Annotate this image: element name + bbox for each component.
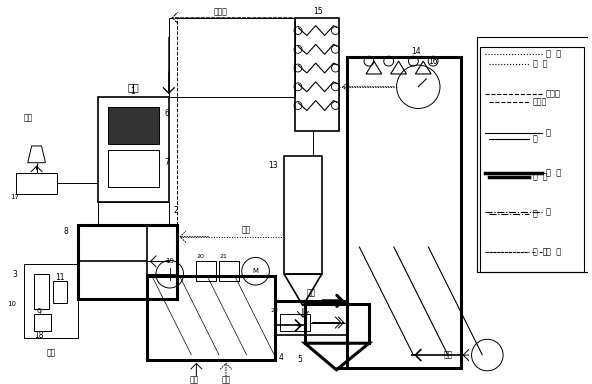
Bar: [108, 150, 159, 187]
Bar: [219, 262, 239, 281]
Text: 13: 13: [269, 161, 278, 170]
Text: 20: 20: [197, 254, 204, 259]
Text: 蒸馏气: 蒸馏气: [545, 89, 561, 98]
Text: 蒸  汽: 蒸 汽: [533, 60, 547, 69]
Text: 7: 7: [165, 158, 170, 167]
Bar: [16, 172, 57, 194]
Bar: [53, 281, 67, 303]
Text: 烟  气: 烟 气: [533, 247, 547, 256]
Polygon shape: [284, 274, 321, 306]
Text: 蒸馏气: 蒸馏气: [533, 97, 547, 106]
Bar: [98, 97, 169, 202]
Text: 灰: 灰: [545, 207, 551, 217]
Text: 中  压: 中 压: [533, 172, 547, 181]
Text: 氧气: 氧气: [190, 375, 199, 384]
Text: 1: 1: [130, 87, 134, 96]
Text: M: M: [253, 268, 259, 274]
Text: 11: 11: [56, 273, 65, 281]
Text: 蒸馏气: 蒸馏气: [214, 7, 228, 17]
Bar: [197, 262, 216, 281]
Bar: [34, 314, 52, 331]
Text: 中压: 中压: [306, 288, 316, 298]
Bar: [478, 38, 588, 272]
Text: 5: 5: [297, 356, 302, 364]
Text: 蒸汽: 蒸汽: [221, 375, 231, 384]
Bar: [481, 47, 584, 272]
Text: 煤: 煤: [545, 129, 551, 137]
Text: 6: 6: [165, 109, 170, 118]
Text: 蒸  汽: 蒸 汽: [545, 50, 561, 59]
Bar: [295, 18, 339, 131]
Text: 平底: 平底: [47, 349, 56, 358]
Text: 16: 16: [428, 57, 438, 66]
Text: 煤: 煤: [533, 134, 538, 144]
Bar: [284, 156, 321, 274]
Polygon shape: [305, 343, 369, 370]
Bar: [108, 106, 159, 144]
Bar: [78, 225, 176, 299]
Text: 2: 2: [173, 205, 178, 215]
Text: 19: 19: [165, 258, 174, 264]
Text: 灰: 灰: [533, 210, 538, 218]
Text: 4: 4: [278, 353, 283, 361]
Polygon shape: [28, 146, 46, 163]
Bar: [147, 276, 275, 360]
Bar: [280, 314, 310, 331]
Text: 煤尘: 煤尘: [242, 225, 250, 234]
Text: 烟  气: 烟 气: [545, 247, 561, 256]
Text: 18: 18: [34, 331, 43, 340]
Bar: [305, 304, 369, 343]
Text: 21: 21: [219, 254, 227, 259]
Bar: [348, 57, 461, 368]
Text: 空气: 空气: [443, 351, 453, 359]
Text: 3: 3: [12, 270, 17, 279]
Text: 9: 9: [36, 308, 41, 317]
Text: 10: 10: [7, 301, 16, 307]
Text: 15: 15: [313, 7, 323, 17]
Bar: [24, 264, 78, 338]
Text: 22: 22: [270, 308, 278, 313]
Text: 14: 14: [411, 47, 421, 56]
Bar: [34, 274, 49, 309]
Text: 平  压: 平 压: [545, 168, 561, 177]
Bar: [98, 202, 169, 224]
Text: 烟囱: 烟囱: [24, 114, 33, 123]
Text: 原煤: 原煤: [127, 82, 139, 92]
Text: 17: 17: [10, 194, 19, 200]
Text: 8: 8: [63, 227, 68, 236]
